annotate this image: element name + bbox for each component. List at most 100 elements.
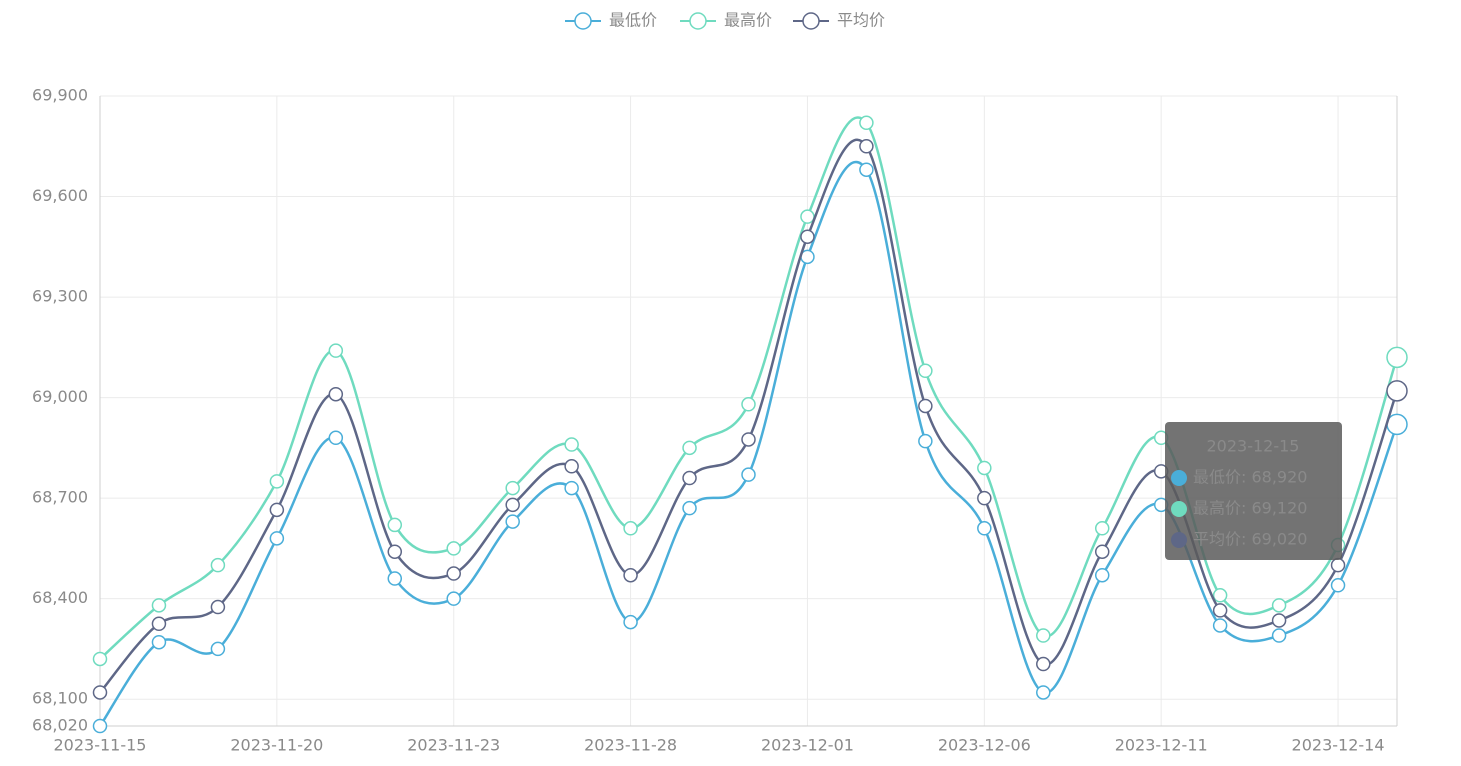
point xyxy=(1036,628,1051,643)
y-tick-label: 69,300 xyxy=(32,287,88,306)
point xyxy=(859,139,874,154)
point xyxy=(210,641,226,657)
point xyxy=(151,634,167,650)
tooltip-row: 平均价: 69,020 xyxy=(1193,530,1307,549)
point xyxy=(210,599,226,615)
point xyxy=(1271,613,1287,628)
point xyxy=(328,386,344,402)
point xyxy=(269,502,285,518)
tooltip-dot xyxy=(1171,470,1187,486)
point xyxy=(1094,567,1110,583)
legend-label: 最高价 xyxy=(724,11,772,30)
y-tick-label: 68,100 xyxy=(32,689,88,708)
x-tick-label: 2023-11-20 xyxy=(230,736,323,755)
point xyxy=(387,571,403,586)
point xyxy=(446,566,461,581)
point xyxy=(859,115,874,131)
legend-item: 最低价 xyxy=(565,11,657,30)
point xyxy=(92,718,108,734)
x-tick-label: 2023-11-28 xyxy=(584,736,677,755)
point xyxy=(151,616,167,632)
point xyxy=(505,514,520,529)
point xyxy=(505,480,520,496)
tooltip-box xyxy=(1165,422,1342,560)
x-tick-label: 2023-11-15 xyxy=(54,736,147,755)
x-tick-label: 2023-12-06 xyxy=(938,736,1031,755)
y-tick-label: 69,600 xyxy=(32,186,88,205)
point xyxy=(564,459,579,474)
point xyxy=(623,567,638,583)
tooltip-dot xyxy=(1171,532,1187,548)
y-tick-label: 68,700 xyxy=(32,488,88,507)
point xyxy=(623,521,638,536)
point xyxy=(446,591,461,606)
tooltip-row: 最低价: 68,920 xyxy=(1193,468,1307,487)
point xyxy=(387,517,403,533)
tooltip-row: 最高价: 69,120 xyxy=(1193,499,1307,518)
point xyxy=(1094,521,1110,536)
point xyxy=(623,614,638,630)
point xyxy=(92,685,108,700)
point xyxy=(92,651,108,667)
point xyxy=(1036,656,1051,672)
legend-icon xyxy=(574,12,592,30)
point xyxy=(269,531,285,546)
point xyxy=(800,229,815,244)
point xyxy=(741,397,756,412)
x-tick-label: 2023-12-01 xyxy=(761,736,854,755)
point xyxy=(564,480,579,496)
point xyxy=(1386,346,1408,369)
legend-icon xyxy=(689,12,707,30)
point xyxy=(682,470,697,486)
point xyxy=(682,440,697,456)
legend-icon xyxy=(802,12,820,30)
x-tick-label: 2023-11-23 xyxy=(407,736,500,755)
series-line xyxy=(99,138,1399,694)
point xyxy=(387,544,403,559)
y-tick-label: 69,000 xyxy=(32,387,88,406)
y-tick-label: 69,900 xyxy=(32,86,88,105)
point xyxy=(977,460,992,476)
point xyxy=(977,490,992,506)
point xyxy=(151,598,167,613)
point xyxy=(800,209,815,224)
y-tick-label: 68,400 xyxy=(32,588,88,607)
legend-label: 平均价 xyxy=(837,11,885,30)
legend-label: 最低价 xyxy=(609,11,657,30)
point xyxy=(1330,557,1346,573)
y-tick-label: 68,020 xyxy=(32,716,88,735)
tooltip-dot xyxy=(1171,501,1187,517)
point xyxy=(1212,618,1228,633)
point xyxy=(1212,588,1228,603)
point xyxy=(1330,578,1346,593)
legend-item: 平均价 xyxy=(793,11,885,30)
point xyxy=(1094,544,1110,559)
point xyxy=(918,433,933,449)
point xyxy=(1271,598,1287,613)
tooltip: 2023-12-15 最低价: 68,920 最高价: 69,120 平均价: 69,… xyxy=(1165,422,1342,560)
point xyxy=(741,432,756,447)
point xyxy=(682,500,697,516)
tooltip-title: 2023-12-15 xyxy=(1207,437,1300,456)
point xyxy=(269,474,285,489)
legend-item: 最高价 xyxy=(680,11,772,30)
point xyxy=(1036,685,1051,700)
point xyxy=(328,430,344,446)
point xyxy=(505,497,520,513)
point xyxy=(446,541,461,556)
point xyxy=(210,557,226,573)
series-line xyxy=(99,116,1399,660)
x-tick-label: 2023-12-11 xyxy=(1115,736,1208,755)
point xyxy=(1386,380,1408,402)
point xyxy=(859,162,874,177)
point xyxy=(564,437,579,452)
point xyxy=(918,398,933,414)
x-tick-label: 2023-12-14 xyxy=(1292,736,1385,755)
point xyxy=(328,343,344,358)
point xyxy=(1212,603,1228,618)
point xyxy=(918,363,933,379)
point xyxy=(1271,628,1287,643)
point xyxy=(741,467,756,482)
point xyxy=(977,521,992,536)
